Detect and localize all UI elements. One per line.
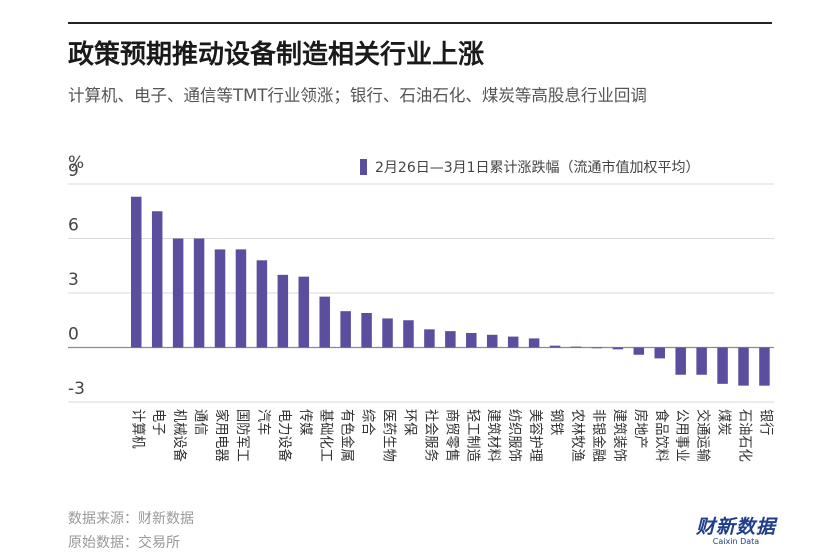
bar (654, 347, 665, 359)
x-tick-label: 石油石化 (737, 409, 753, 462)
x-tick-label: 通信 (192, 409, 208, 435)
bar (612, 347, 624, 350)
bar (528, 338, 540, 348)
x-tick-label: 交通运输 (695, 409, 712, 462)
y-tick-label: 6 (68, 216, 79, 236)
bar (256, 260, 268, 348)
y-tick-label: 0 (68, 325, 79, 345)
x-tick-label: 建筑材料 (485, 409, 501, 462)
bar (319, 296, 330, 348)
x-tick-label: 医药生物 (381, 409, 397, 462)
original-data-source: 原始数据：交易所 (68, 535, 180, 551)
bar (738, 347, 749, 386)
x-tick-label: 基础化工 (318, 409, 335, 462)
bar (759, 347, 770, 386)
logo-text-cn: 财新数据 (695, 516, 776, 538)
x-tick-label: 汽车 (255, 409, 272, 435)
x-tick-label: 公用事业 (674, 409, 690, 462)
logo-text-en: Caixin Data (712, 537, 760, 546)
x-tick-label: 有色金属 (339, 409, 356, 462)
bar (235, 249, 247, 348)
x-tick-label: 钢铁 (548, 409, 564, 435)
x-tick-label: 银行 (757, 409, 773, 435)
bar (633, 347, 645, 355)
bar (466, 332, 477, 348)
x-tick-label: 计算机 (129, 409, 145, 449)
x-tick-label: 轻工制造 (464, 409, 480, 462)
bar (591, 347, 603, 349)
bar (214, 249, 226, 348)
page-subtitle: 计算机、电子、通信等TMT行业领涨；银行、石油石化、煤炭等高股息行业回调 (68, 86, 647, 105)
x-tick-label: 社会服务 (422, 409, 438, 462)
bar (486, 334, 498, 348)
bar (717, 347, 728, 384)
top-rule (68, 22, 772, 24)
x-tick-label: 食品饮料 (653, 409, 670, 462)
x-tick-label: 非银金融 (590, 409, 606, 462)
x-tick-label: 煤炭 (716, 409, 732, 435)
x-tick-label: 农林牧渔 (569, 409, 585, 462)
x-tick-label: 家用电器 (213, 409, 230, 462)
legend-label: 2月26日—3月1日累计涨跌幅（流通市值加权平均） (375, 160, 700, 176)
legend: 2月26日—3月1日累计涨跌幅（流通市值加权平均） (360, 157, 700, 177)
y-tick-label: -3 (68, 379, 85, 399)
data-source: 数据来源：财新数据 (68, 511, 194, 527)
x-tick-label: 纺织服饰 (506, 409, 522, 462)
x-tick-label: 建筑装饰 (611, 409, 627, 462)
y-tick-label: 3 (68, 270, 79, 290)
x-tick-label: 机械设备 (171, 409, 188, 462)
page-title: 政策预期推动设备制造相关行业上涨 (68, 40, 485, 70)
bar (675, 347, 686, 375)
bar (549, 345, 561, 348)
bar (507, 336, 519, 348)
bar (696, 347, 707, 375)
bar (340, 311, 351, 348)
x-tick-label: 美容护理 (527, 409, 544, 462)
bar (193, 238, 205, 348)
bar (298, 276, 310, 348)
y-axis-unit: % (68, 153, 85, 173)
bar (361, 312, 372, 348)
bar (570, 346, 582, 348)
x-tick-label: 电子 (150, 409, 166, 435)
x-tick-label: 传媒 (297, 409, 313, 435)
x-tick-label: 环保 (401, 409, 417, 435)
bar (172, 238, 184, 348)
bar (277, 274, 289, 348)
x-tick-label: 电力设备 (276, 409, 293, 462)
bar (151, 211, 163, 348)
bar (424, 329, 435, 348)
bar (382, 318, 393, 348)
x-tick-label: 商贸零售 (443, 409, 459, 462)
caixin-data-logo: 财新数据 Caixin Data (693, 517, 779, 547)
bar (131, 196, 142, 348)
x-tick-label: 国防军工 (234, 409, 250, 462)
bar (403, 320, 414, 348)
bar (445, 331, 456, 348)
x-tick-label: 房地产 (632, 409, 648, 449)
x-tick-label: 综合 (360, 409, 376, 435)
y-tick-label: 9 (68, 161, 79, 181)
legend-swatch (360, 159, 367, 175)
